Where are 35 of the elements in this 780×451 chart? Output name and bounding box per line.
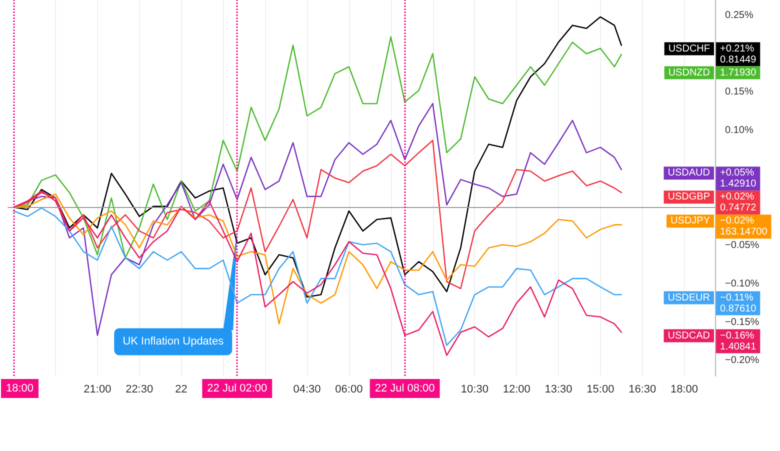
x-tick-label: 06:00 <box>335 384 363 396</box>
text: −0.11% 0.87610 <box>720 292 757 314</box>
text: USDJPY <box>670 216 710 227</box>
y-tick-label: −0.15% <box>725 316 760 328</box>
x-tick-label: 10:30 <box>460 384 488 396</box>
x-tick-label: 13:30 <box>544 384 572 396</box>
y-tick-label: −0.05% <box>725 240 760 252</box>
ref-line-label: 22 Jul 08:00 <box>374 382 435 394</box>
x-tick-label: 04:30 <box>293 384 321 396</box>
text: +0.05% 1.42910 <box>720 168 757 190</box>
x-tick-label: 21:00 <box>84 384 112 396</box>
text: −0.02% 163.14700 <box>720 216 768 238</box>
x-tick-label: 15:00 <box>586 384 614 396</box>
x-tick-label: 22 <box>175 384 188 396</box>
legend-label: USDEUR <box>668 292 710 304</box>
text: −0.16% 1.40841 <box>720 330 757 352</box>
y-tick-label: −0.20% <box>725 355 760 366</box>
x-tick-label: 16:30 <box>628 384 656 396</box>
annotation: UK Inflation Updates <box>122 336 224 348</box>
x-tick-label: 22:30 <box>126 384 154 396</box>
ref-line-label: 22 Jul 02:00 <box>207 382 268 394</box>
y-tick-label: −0.10% <box>725 278 760 290</box>
legend-label: USDCAD <box>668 330 710 342</box>
y-tick-label: 0.25% <box>725 10 754 21</box>
y-tick-label: 0.15% <box>725 86 754 98</box>
legend-label: USDGBP <box>668 192 710 203</box>
text: 1.71930 <box>720 67 757 78</box>
x-tick-label: 18:00 <box>670 384 698 396</box>
x-tick-label: 12:00 <box>502 384 530 396</box>
text: +0.21% 0.81449 <box>720 43 757 66</box>
y-tick-label: 0.10% <box>725 124 754 136</box>
legend-label: USDAUD <box>668 168 710 179</box>
legend-label: USDNZD <box>668 67 710 78</box>
text: USDCHF <box>668 43 710 54</box>
text: +0.02% 0.74772 <box>720 192 757 214</box>
